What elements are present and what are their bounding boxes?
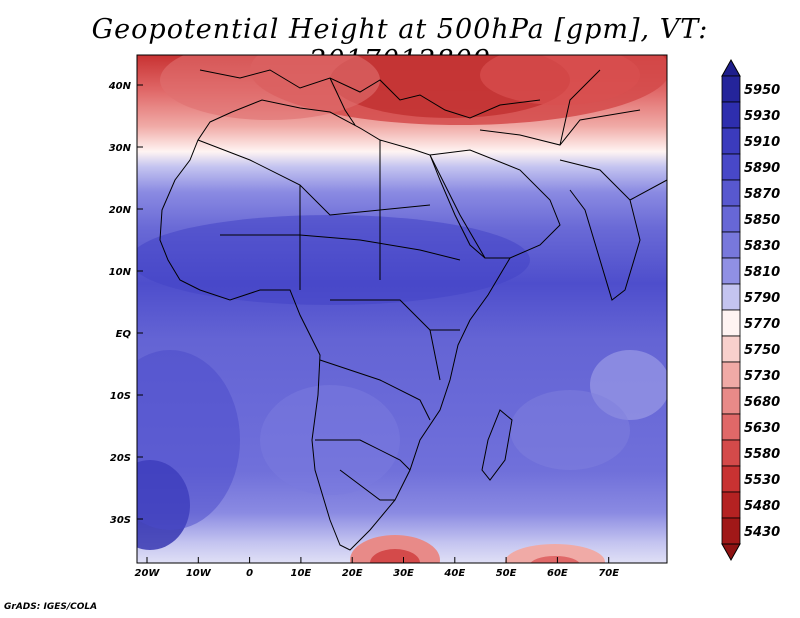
- lon-tick-label: 30E: [393, 568, 414, 579]
- lon-tick-label: 60E: [547, 568, 568, 579]
- colorbar-label: 5790: [744, 291, 780, 306]
- colorbar-label: 5830: [744, 239, 780, 254]
- colorbar-swatch: [721, 517, 741, 545]
- lon-tick-label: 50E: [496, 568, 517, 579]
- lat-tick-label: EQ: [116, 329, 132, 340]
- height-field: [137, 55, 667, 563]
- colorbar-swatch: [721, 283, 741, 311]
- colorbar-bottom-arrow: [721, 543, 741, 562]
- colorbar-swatch: [721, 387, 741, 415]
- lat-tick-label: 20N: [109, 205, 132, 216]
- colorbar-label: 5480: [744, 499, 780, 514]
- lon-tick-label: 20W: [135, 568, 161, 579]
- colorbar-swatch: [721, 179, 741, 207]
- colorbar-label: 5810: [744, 265, 780, 280]
- colorbar-top-arrow: [721, 58, 741, 77]
- lat-tick-label: 30N: [109, 143, 132, 154]
- colorbar-swatch: [721, 205, 741, 233]
- colorbar-label: 5750: [744, 343, 780, 358]
- lat-tick-label: 20S: [110, 453, 131, 464]
- colorbar-swatch: [721, 75, 741, 103]
- colorbar-swatch: [721, 465, 741, 493]
- colorbar-label: 5770: [744, 317, 780, 332]
- colorbar-swatch: [721, 361, 741, 389]
- colorbar-swatch: [721, 101, 741, 129]
- lon-tick-label: 40E: [443, 568, 465, 579]
- colorbar-swatch: [721, 491, 741, 519]
- latitude-axis: 40N 30N 20N 10N EQ 10S 20S 30S: [108, 81, 143, 526]
- lat-tick-label: 40N: [108, 81, 132, 92]
- colorbar-swatch: [721, 257, 741, 285]
- colorbar-swatch: [721, 231, 741, 259]
- lon-tick-label: 10E: [291, 568, 312, 579]
- colorbar-label: 5870: [744, 187, 780, 202]
- lon-tick-label: 20E: [342, 568, 363, 579]
- colorbar: 5950 5930 5910 5890 5870 5850 5830 5810 5790 5770…: [721, 58, 780, 562]
- colorbar-label: 5850: [744, 213, 780, 228]
- colorbar-swatch: [721, 413, 741, 441]
- colorbar-label: 5580: [744, 447, 780, 462]
- colorbar-swatch: [721, 335, 741, 363]
- colorbar-swatch: [721, 153, 741, 181]
- colorbar-label: 5910: [744, 135, 780, 150]
- colorbar-label: 5950: [744, 83, 780, 98]
- colorbar-label: 5680: [744, 395, 780, 410]
- lon-tick-label: 70E: [598, 568, 619, 579]
- longitude-axis: 20W 10W 0 10E 20E 30E 40E 50E 60E 70E: [135, 557, 619, 579]
- colorbar-label: 5930: [744, 109, 780, 124]
- colorbar-label: 5430: [744, 525, 780, 540]
- lat-tick-label: 10N: [109, 267, 132, 278]
- colorbar-label: 5730: [744, 369, 780, 384]
- colorbar-label: 5630: [744, 421, 780, 436]
- coastlines: [159, 69, 667, 551]
- colorbar-swatch: [721, 309, 741, 337]
- colorbar-label: 5890: [744, 161, 780, 176]
- colorbar-swatch: [721, 439, 741, 467]
- grads-credit: GrADS: IGES/COLA: [4, 602, 98, 612]
- map-frame: [136, 54, 668, 564]
- lon-tick-label: 10W: [186, 568, 212, 579]
- lat-tick-label: 10S: [110, 391, 131, 402]
- colorbar-label: 5530: [744, 473, 780, 488]
- lon-tick-label: 0: [246, 568, 253, 579]
- colorbar-swatch: [721, 127, 741, 155]
- lat-tick-label: 30S: [110, 515, 131, 526]
